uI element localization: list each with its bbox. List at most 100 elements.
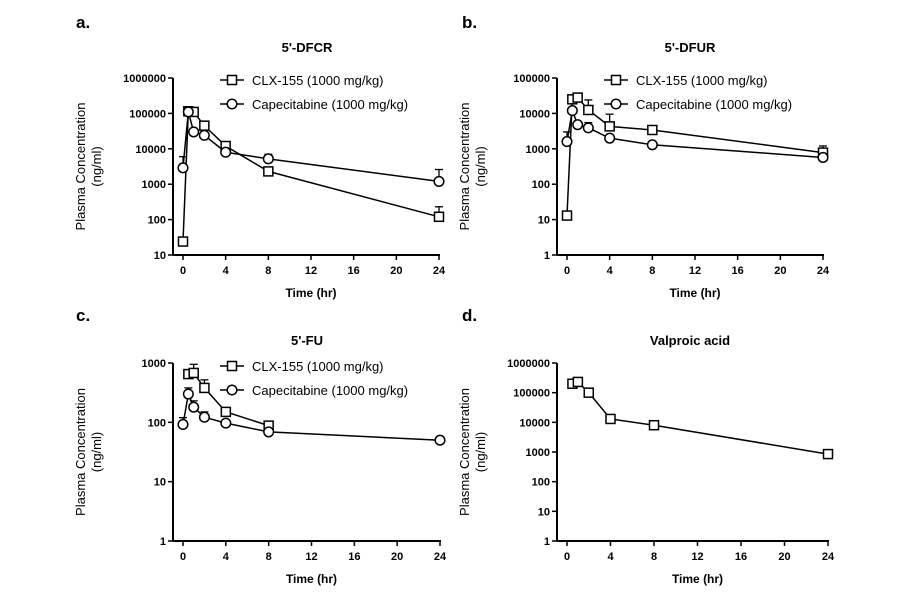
data-point (188, 367, 199, 379)
series-line (566, 96, 824, 216)
x-tick-label: 12 (691, 551, 703, 563)
panel-b: b. 5'-DFUR 1 10 100 1000 10000 100000 0 4 8 12 16 20 2… (457, 13, 830, 300)
chart-title: 5'-DFUR (665, 40, 716, 55)
data-point (648, 419, 660, 431)
x-tick-label: 0 (180, 265, 186, 277)
panel-c: c. 5'-FU 1 10 100 1000 0 4 8 12 16 20 24 Time (hr) Pla… (73, 306, 447, 586)
data-point (220, 417, 232, 429)
legend-marker (610, 74, 622, 86)
data-point (182, 388, 194, 400)
legend-marker (226, 384, 238, 396)
data-point (263, 166, 274, 177)
data-point (572, 119, 584, 131)
y-tick-label: 1000000 (123, 73, 166, 85)
y-tick-label: 1 (160, 536, 166, 548)
series-0 (567, 376, 834, 460)
y-tick-label: 10000 (519, 417, 550, 429)
data-point (646, 139, 658, 151)
panel-label: b. (462, 13, 477, 32)
data-point (572, 376, 584, 388)
y-axis-label: Plasma Concentration (457, 388, 472, 516)
x-axis-label: Time (hr) (285, 286, 336, 300)
y-tick-label: 100 (532, 179, 550, 191)
x-tick-label: 20 (778, 551, 790, 563)
legend-label: CLX-155 (1000 mg/kg) (636, 73, 768, 88)
y-tick-label: 1000 (526, 447, 550, 459)
data-point (647, 124, 658, 136)
panel-a: a. 5'-DFCR 10 100 1000 10000 100000 1000000 0 4 8 1… (73, 13, 446, 300)
y-tick-label: 10 (538, 506, 550, 518)
x-tick-label: 20 (390, 265, 402, 277)
x-tick-label: 20 (391, 551, 403, 563)
x-tick-label: 24 (817, 265, 830, 277)
x-axis-label: Time (hr) (286, 572, 337, 586)
data-point (433, 175, 445, 187)
chart-title: 5'-FU (291, 333, 323, 348)
y-tick-label: 10000 (519, 108, 550, 120)
y-tick-label: 100000 (513, 388, 550, 400)
data-point (434, 434, 446, 446)
legend-marker (226, 74, 238, 86)
y-axis-label: (ng/ml) (89, 432, 104, 472)
x-tick-label: 4 (607, 551, 614, 563)
x-tick-label: 8 (265, 265, 271, 277)
data-point (182, 106, 194, 118)
y-tick-label: 1 (544, 250, 550, 262)
data-point (220, 406, 232, 418)
y-axis-label: Plasma Concentration (73, 388, 88, 516)
data-point (604, 121, 615, 132)
x-tick-label: 20 (774, 265, 786, 277)
legend-label: Capecitabine (1000 mg/kg) (636, 97, 792, 112)
series-0: CLX-155 (1000 mg/kg) (177, 73, 445, 247)
data-point (582, 122, 594, 134)
x-tick-label: 8 (651, 551, 657, 563)
y-axis-label: Plasma Concentration (73, 103, 88, 231)
data-point (822, 448, 834, 460)
panel-label: c. (76, 306, 90, 325)
x-tick-label: 0 (564, 265, 570, 277)
y-tick-label: 100 (148, 417, 166, 429)
y-tick-label: 1 (544, 536, 550, 548)
y-tick-label: 10 (538, 215, 550, 227)
x-tick-label: 24 (434, 551, 447, 563)
data-point (188, 126, 200, 138)
legend-marker (610, 98, 622, 110)
x-tick-label: 16 (735, 551, 747, 563)
x-tick-label: 0 (564, 551, 570, 563)
y-tick-label: 10 (154, 250, 166, 262)
data-point (583, 387, 594, 398)
y-tick-label: 1000 (142, 179, 166, 191)
data-point (566, 105, 578, 117)
legend-marker (226, 360, 238, 372)
y-axis-label: Plasma Concentration (457, 103, 472, 231)
y-tick-label: 100000 (513, 73, 550, 85)
y-tick-label: 1000 (142, 358, 166, 370)
x-tick-label: 4 (223, 551, 230, 563)
x-tick-label: 4 (607, 265, 614, 277)
x-tick-label: 8 (266, 551, 272, 563)
data-point (220, 146, 232, 158)
x-tick-label: 0 (180, 551, 186, 563)
data-point (561, 210, 573, 221)
data-point (177, 236, 189, 247)
legend-label: CLX-155 (1000 mg/kg) (252, 359, 384, 374)
chart-title: 5'-DFCR (282, 40, 333, 55)
y-tick-label: 100000 (129, 108, 166, 120)
data-point (433, 211, 445, 223)
y-tick-label: 1000 (526, 144, 550, 156)
series-0: CLX-155 (1000 mg/kg) (183, 359, 384, 431)
panel-label: a. (76, 13, 90, 32)
y-tick-label: 100 (532, 477, 550, 489)
data-point (199, 120, 210, 131)
x-tick-label: 16 (732, 265, 744, 277)
y-tick-label: 1000000 (507, 358, 550, 370)
x-tick-label: 24 (433, 265, 446, 277)
data-point (817, 151, 829, 163)
series-1: Capecitabine (1000 mg/kg) (177, 97, 445, 187)
panel-d: d. Valproic acid 1 10 100 1000 10000 100000 1000… (457, 306, 835, 586)
x-tick-label: 24 (822, 551, 835, 563)
data-point (605, 413, 616, 425)
y-tick-label: 10000 (135, 144, 166, 156)
x-tick-label: 16 (348, 551, 360, 563)
